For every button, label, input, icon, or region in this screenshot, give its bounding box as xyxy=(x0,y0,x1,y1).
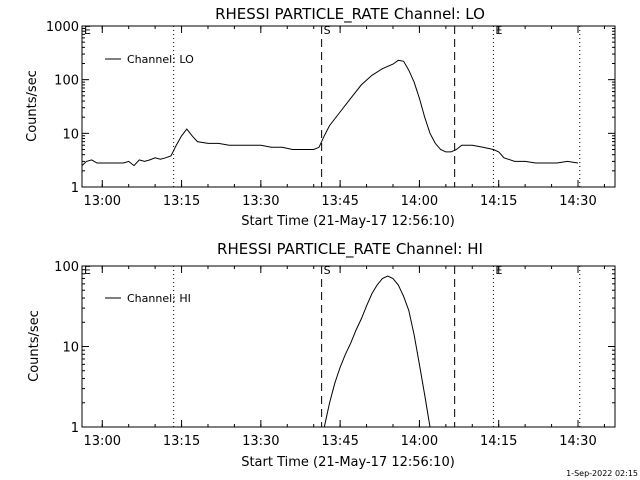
panel-lo-x-tick-label: 13:00 xyxy=(84,194,121,209)
panel-lo-vline-label: S xyxy=(324,24,331,37)
panel-hi-x-tick-label: 14:15 xyxy=(480,434,517,449)
panel-hi-x-tick-label: 13:45 xyxy=(321,434,358,449)
panel-lo-x-tick-label: 13:45 xyxy=(321,194,358,209)
panel-hi-x-tick-label: 13:00 xyxy=(84,434,121,449)
panel-hi-legend-label: Channel: HI xyxy=(127,292,191,305)
footer-timestamp: 1-Sep-2022 02:15 xyxy=(566,469,638,478)
panel-lo-y-tick-label: 1000 xyxy=(46,20,79,35)
panel-hi-x-tick-label: 13:15 xyxy=(163,434,200,449)
panel-hi-vline-label: E xyxy=(495,264,502,277)
panel-lo-y-tick-label: 1 xyxy=(71,181,79,196)
panel-lo-y-axis-label: Counts/sec xyxy=(25,70,40,142)
panel-hi-vline-label: E xyxy=(84,264,91,277)
panel-hi-legend: Channel: HI xyxy=(105,292,191,305)
panel-hi-y-tick-label: 10 xyxy=(62,341,79,356)
panel-lo-x-tick-label: 13:15 xyxy=(163,194,200,209)
panel-lo-legend-label: Channel: LO xyxy=(127,53,194,66)
panel-hi-plot-frame xyxy=(81,265,616,428)
panel-hi-y-tick-label: 1 xyxy=(71,421,79,436)
panel-hi: RHESSI PARTICLE_RATE Channel: HI 13:00 13… xyxy=(27,240,616,470)
panel-lo-vline-label: E xyxy=(84,24,91,37)
panel-lo-x-tick-label: 14:30 xyxy=(559,194,596,209)
panel-hi-x-axis-label: Start Time (21-May-17 12:56:10) xyxy=(241,455,455,470)
panel-hi-x-tick-label: 14:00 xyxy=(401,434,438,449)
panel-lo: RHESSI PARTICLE_RATE Channel: LO 13:00 13… xyxy=(25,5,616,229)
panel-hi-y-tick-label: 100 xyxy=(54,260,79,275)
panel-hi-x-tick-label: 13:30 xyxy=(242,434,279,449)
panel-lo-x-axis-label: Start Time (21-May-17 12:56:10) xyxy=(241,214,455,229)
panel-lo-ticks: 13:00 13:15 13:30 13:45 14:00 14:15 14:30 1 10 10… xyxy=(46,20,615,209)
panel-hi-vline-label: S xyxy=(324,264,331,277)
panel-lo-y-tick-label: 10 xyxy=(62,127,79,142)
panel-hi-x-tick-label: 14:30 xyxy=(559,434,596,449)
panel-hi-title: RHESSI PARTICLE_RATE Channel: HI xyxy=(217,240,483,259)
panel-hi-series-line xyxy=(323,275,431,428)
panel-hi-y-axis-label: Counts/sec xyxy=(27,310,42,382)
panel-lo-y-tick-label: 100 xyxy=(54,74,79,89)
panel-hi-ticks: 13:00 13:15 13:30 13:45 14:00 14:15 14:30 1 10 10… xyxy=(54,260,615,449)
panel-lo-legend: Channel: LO xyxy=(105,53,194,66)
panel-lo-x-tick-label: 13:30 xyxy=(242,194,279,209)
panel-lo-series-line xyxy=(81,59,579,167)
panel-lo-x-tick-label: 14:15 xyxy=(480,194,517,209)
panel-lo-vline-label: E xyxy=(495,24,502,37)
panel-lo-title: RHESSI PARTICLE_RATE Channel: LO xyxy=(215,5,485,24)
panel-lo-x-tick-label: 14:00 xyxy=(401,194,438,209)
